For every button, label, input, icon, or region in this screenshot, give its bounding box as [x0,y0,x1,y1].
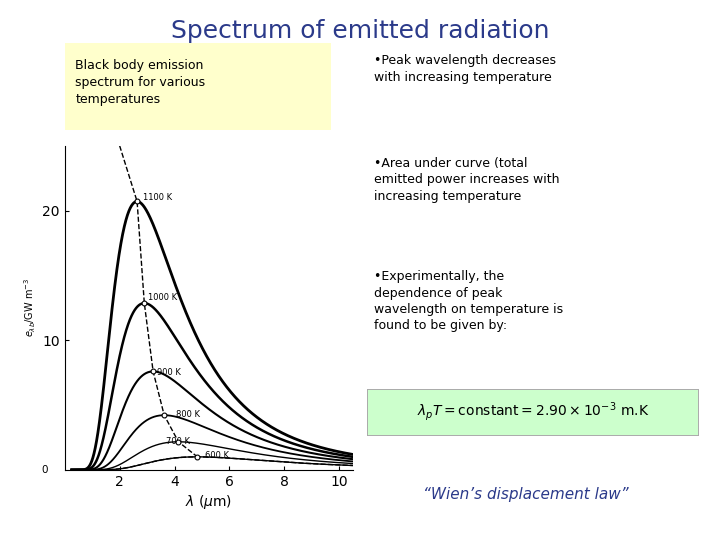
Text: 600 K: 600 K [204,451,229,460]
Text: 800 K: 800 K [176,409,200,418]
Text: 700 K: 700 K [166,437,190,446]
Text: 1100 K: 1100 K [143,193,172,202]
Text: Black body emission
spectrum for various
temperatures: Black body emission spectrum for various… [76,58,206,106]
Y-axis label: $e_{\lambda b}$/GW m$^{-3}$: $e_{\lambda b}$/GW m$^{-3}$ [22,278,38,338]
Text: Spectrum of emitted radiation: Spectrum of emitted radiation [171,19,549,43]
Text: “Wien’s displacement law”: “Wien’s displacement law” [423,487,629,502]
Text: 1000 K: 1000 K [148,293,178,302]
Text: •Peak wavelength decreases
with increasing temperature: •Peak wavelength decreases with increasi… [374,54,557,84]
Text: $\lambda_p T = \mathrm{constant} = 2.90\times10^{-3}$ m.K: $\lambda_p T = \mathrm{constant} = 2.90\… [417,400,649,423]
X-axis label: $\lambda$ ($\mu$m): $\lambda$ ($\mu$m) [185,493,233,511]
Text: •Area under curve (total
emitted power increases with
increasing temperature: •Area under curve (total emitted power i… [374,157,560,202]
Text: •Experimentally, the
dependence of peak
wavelength on temperature is
found to be: •Experimentally, the dependence of peak … [374,270,564,333]
Text: 900 K: 900 K [157,368,181,377]
Text: 0: 0 [42,465,48,475]
